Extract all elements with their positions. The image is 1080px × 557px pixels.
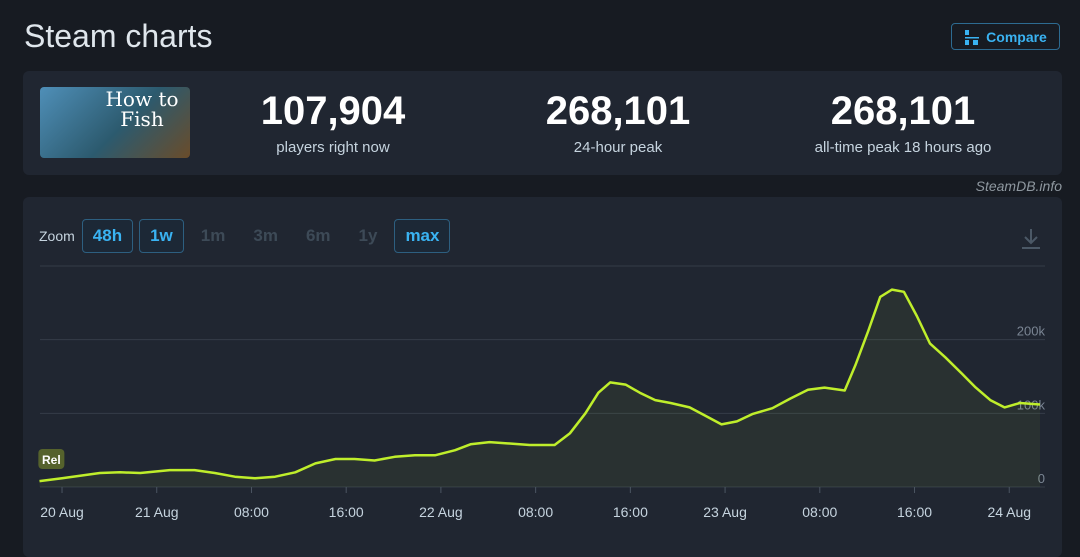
zoom-bar: Zoom 48h 1w 1m 3m 6m 1y max (39, 219, 456, 253)
stat: 268,101 all-time peak 18 hours ago (763, 89, 1043, 156)
x-tick-label: 16:00 (613, 504, 648, 520)
stat-value: 107,904 (260, 89, 406, 133)
zoom-button[interactable]: max (394, 219, 451, 253)
game-image: How to Fish (40, 87, 190, 158)
stat-value: 268,101 (545, 89, 691, 133)
x-tick-label: 23 Aug (703, 504, 747, 520)
area (39, 289, 1041, 487)
stat: 268,101 24-hour peak (478, 89, 758, 156)
zoom-label: Zoom (39, 228, 75, 244)
zoom-button[interactable]: 1m (200, 226, 226, 245)
compare-button[interactable]: Compare (951, 23, 1060, 50)
zoom-button[interactable]: 1y (358, 226, 378, 245)
zoom-button[interactable]: 1w (139, 219, 184, 253)
x-tick-label: 22 Aug (419, 504, 463, 520)
chart-panel: Zoom 48h 1w 1m 3m 6m 1y max (23, 197, 1062, 557)
x-tick-label: 16:00 (329, 504, 364, 520)
stat-label: 24-hour peak (573, 139, 663, 156)
source: SteamDB.info (975, 178, 1062, 194)
game-name: How to Fish (105, 87, 179, 131)
annotation: Rel (42, 453, 61, 467)
page-title: Steam charts (24, 18, 213, 54)
annotation-box (38, 449, 65, 469)
x-tick-label: 08:00 (518, 504, 553, 520)
line (39, 288, 1041, 483)
x-tick-label: 24 Aug (987, 504, 1031, 520)
y-tick-label: 200k (1017, 324, 1046, 339)
stat-label: players right now (276, 139, 390, 156)
zoom-button[interactable]: 48h (81, 219, 134, 253)
x-tick-label: 21 Aug (135, 504, 179, 520)
stat-value: 268,101 (830, 89, 976, 133)
zoom-button[interactable]: 6m (305, 226, 331, 245)
stat: 107,904 players right now (193, 89, 473, 156)
y-tick-label: 0 (1038, 471, 1045, 486)
compare-icon (965, 29, 980, 45)
stats-panel: How to Fish 107,904 players right now 268… (23, 71, 1062, 175)
zoom-button[interactable]: 3m (253, 226, 278, 245)
download-icon[interactable] (1020, 227, 1042, 251)
stat-label: all-time peak 18 hours ago (814, 139, 992, 156)
x-tick-label: 16:00 (897, 504, 932, 520)
x-tick-label: 08:00 (802, 504, 837, 520)
x-tick-label: 08:00 (234, 504, 269, 520)
x-tick-label: 20 Aug (40, 504, 84, 520)
compare-text: Compare (986, 28, 1047, 45)
